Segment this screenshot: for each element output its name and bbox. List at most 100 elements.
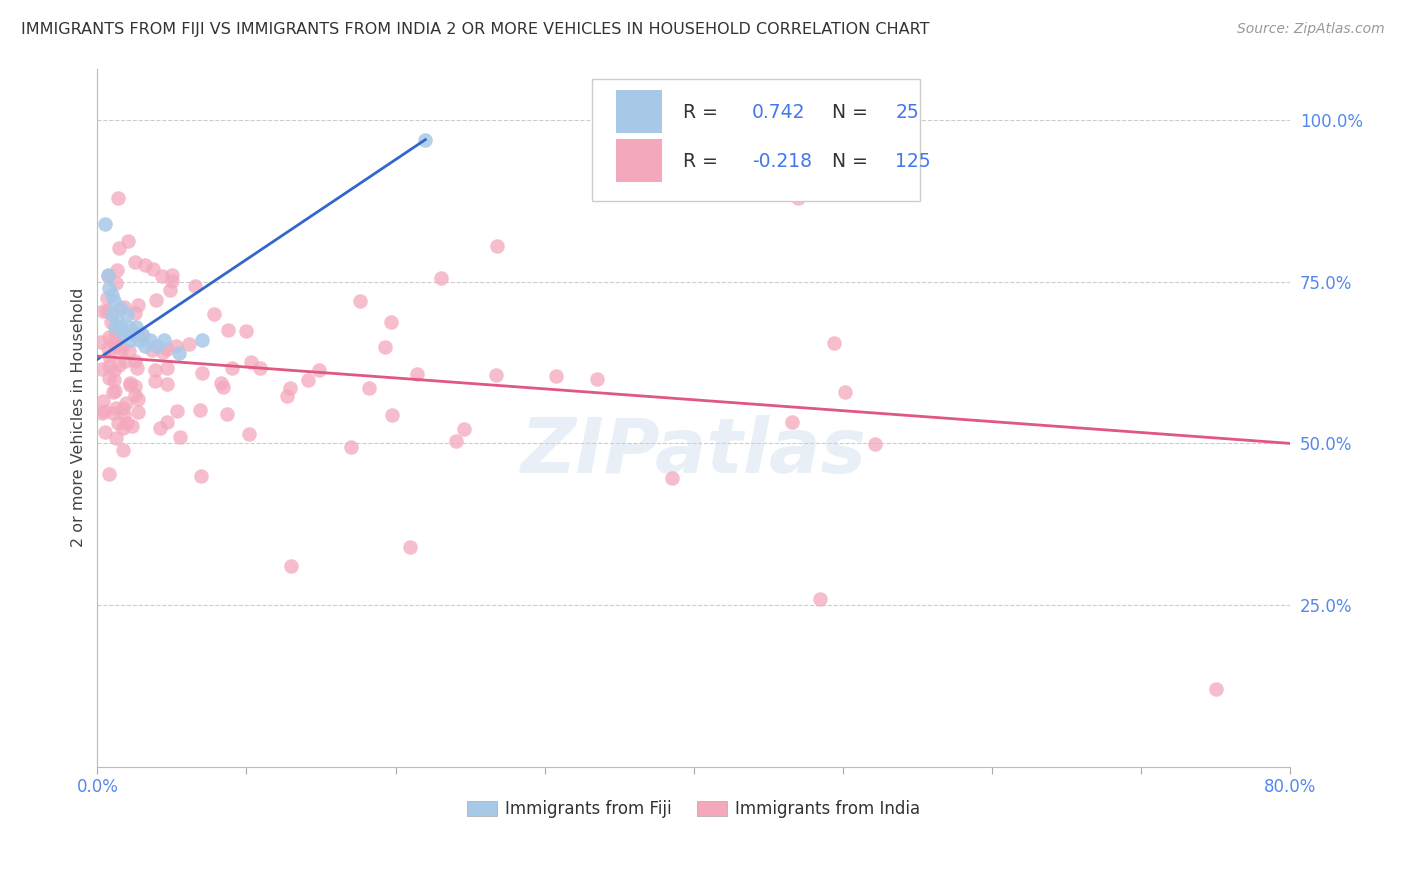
Point — [586, 372, 609, 386]
Point — [249, 361, 271, 376]
Text: ZIPatlas: ZIPatlas — [520, 416, 866, 490]
Point — [834, 385, 856, 400]
Text: 25: 25 — [896, 103, 920, 122]
Point — [96, 303, 118, 318]
Point — [110, 320, 132, 334]
Point — [98, 281, 121, 295]
Point — [415, 133, 437, 147]
Point — [661, 470, 683, 484]
Point — [108, 301, 131, 315]
Point — [120, 378, 142, 392]
Point — [111, 401, 134, 415]
Point — [810, 591, 832, 606]
Point — [107, 416, 129, 430]
Point — [399, 540, 422, 554]
Point — [190, 333, 212, 347]
Point — [101, 287, 124, 301]
Point — [863, 437, 886, 451]
Point — [485, 368, 508, 382]
Point — [349, 294, 371, 309]
Point — [91, 394, 114, 409]
Point — [97, 371, 120, 385]
Point — [145, 293, 167, 307]
Text: R =: R = — [683, 152, 724, 171]
Point — [94, 217, 117, 231]
Text: IMMIGRANTS FROM FIJI VS IMMIGRANTS FROM INDIA 2 OR MORE VEHICLES IN HOUSEHOLD CO: IMMIGRANTS FROM FIJI VS IMMIGRANTS FROM … — [21, 22, 929, 37]
Point — [544, 368, 567, 383]
Point — [381, 409, 404, 423]
Point — [146, 339, 169, 353]
Point — [166, 404, 188, 418]
Point — [823, 335, 845, 350]
Point — [111, 442, 134, 457]
Point — [787, 191, 810, 205]
Y-axis label: 2 or more Vehicles in Household: 2 or more Vehicles in Household — [72, 288, 86, 547]
Point — [111, 342, 134, 356]
Point — [122, 326, 145, 341]
Point — [101, 385, 124, 400]
Point — [134, 258, 156, 272]
Point — [90, 361, 112, 376]
Text: R =: R = — [683, 103, 724, 122]
Text: Source: ZipAtlas.com: Source: ZipAtlas.com — [1237, 22, 1385, 37]
Point — [340, 440, 363, 454]
Point — [149, 421, 172, 435]
Point — [98, 330, 121, 344]
Point — [240, 355, 263, 369]
Point — [380, 315, 402, 329]
Point — [127, 298, 149, 312]
Point — [190, 366, 212, 380]
FancyBboxPatch shape — [592, 79, 921, 202]
Point — [114, 354, 136, 368]
Point — [430, 270, 453, 285]
Point — [97, 268, 120, 283]
Point — [115, 307, 138, 321]
Point — [134, 339, 156, 353]
Point — [276, 389, 298, 403]
Point — [486, 239, 509, 253]
Point — [169, 430, 191, 444]
Point — [105, 401, 128, 416]
Point — [90, 334, 112, 349]
Point — [165, 339, 187, 353]
Legend: Immigrants from Fiji, Immigrants from India: Immigrants from Fiji, Immigrants from In… — [460, 793, 927, 824]
Point — [141, 343, 163, 357]
Point — [104, 384, 127, 398]
Point — [359, 381, 381, 395]
Point — [212, 380, 235, 394]
Point — [209, 376, 232, 391]
Point — [190, 402, 212, 417]
Point — [93, 404, 115, 418]
Point — [112, 408, 135, 422]
Point — [101, 307, 124, 321]
Point — [280, 559, 302, 574]
Point — [124, 254, 146, 268]
Point — [152, 345, 174, 359]
Point — [103, 363, 125, 377]
Point — [215, 407, 238, 421]
Point — [406, 367, 429, 381]
Point — [104, 320, 127, 334]
Point — [177, 337, 200, 351]
Point — [104, 327, 127, 342]
Text: N =: N = — [820, 152, 875, 171]
Text: N =: N = — [820, 103, 875, 122]
Point — [104, 338, 127, 352]
Point — [120, 333, 142, 347]
Point — [156, 342, 179, 356]
Point — [160, 274, 183, 288]
Point — [127, 360, 149, 375]
Point — [118, 320, 141, 334]
Point — [108, 241, 131, 255]
Point — [127, 405, 149, 419]
Point — [115, 396, 138, 410]
Point — [124, 379, 146, 393]
Point — [446, 434, 468, 449]
Point — [202, 307, 225, 321]
Point — [118, 376, 141, 391]
Point — [131, 326, 153, 341]
Point — [93, 425, 115, 440]
Point — [96, 291, 118, 305]
Point — [103, 373, 125, 387]
Point — [91, 303, 114, 318]
